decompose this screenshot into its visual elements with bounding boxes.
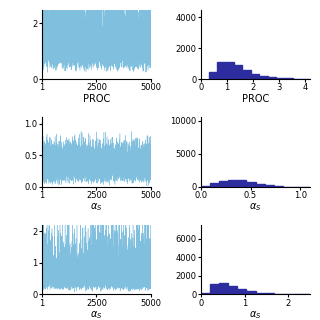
Bar (219, 181, 228, 187)
Bar (234, 65, 243, 79)
Bar (210, 284, 219, 294)
Bar (274, 186, 283, 187)
X-axis label: $\alpha_S$: $\alpha_S$ (249, 201, 262, 213)
Bar (226, 62, 234, 79)
Bar (209, 72, 217, 79)
Bar (251, 74, 260, 79)
Bar (246, 291, 256, 294)
Bar (256, 292, 265, 294)
X-axis label: $\alpha_S$: $\alpha_S$ (249, 309, 262, 320)
X-axis label: PROC: PROC (83, 94, 110, 104)
Bar (201, 186, 210, 187)
Bar (237, 289, 246, 294)
Bar (265, 185, 274, 187)
Bar (217, 62, 226, 79)
X-axis label: $\alpha_S$: $\alpha_S$ (90, 201, 103, 213)
Bar (228, 286, 237, 294)
Bar (237, 180, 246, 187)
Bar (228, 180, 237, 187)
Bar (201, 293, 210, 294)
Bar (246, 182, 256, 187)
Bar (256, 184, 265, 187)
Bar (274, 293, 283, 294)
X-axis label: $\alpha_S$: $\alpha_S$ (90, 309, 103, 320)
Bar (219, 283, 228, 294)
Bar (276, 78, 285, 79)
Bar (265, 293, 274, 294)
Bar (243, 70, 251, 79)
Bar (260, 76, 268, 79)
Bar (285, 78, 293, 79)
X-axis label: PROC: PROC (242, 94, 269, 104)
Bar (268, 77, 276, 79)
Bar (210, 183, 219, 187)
